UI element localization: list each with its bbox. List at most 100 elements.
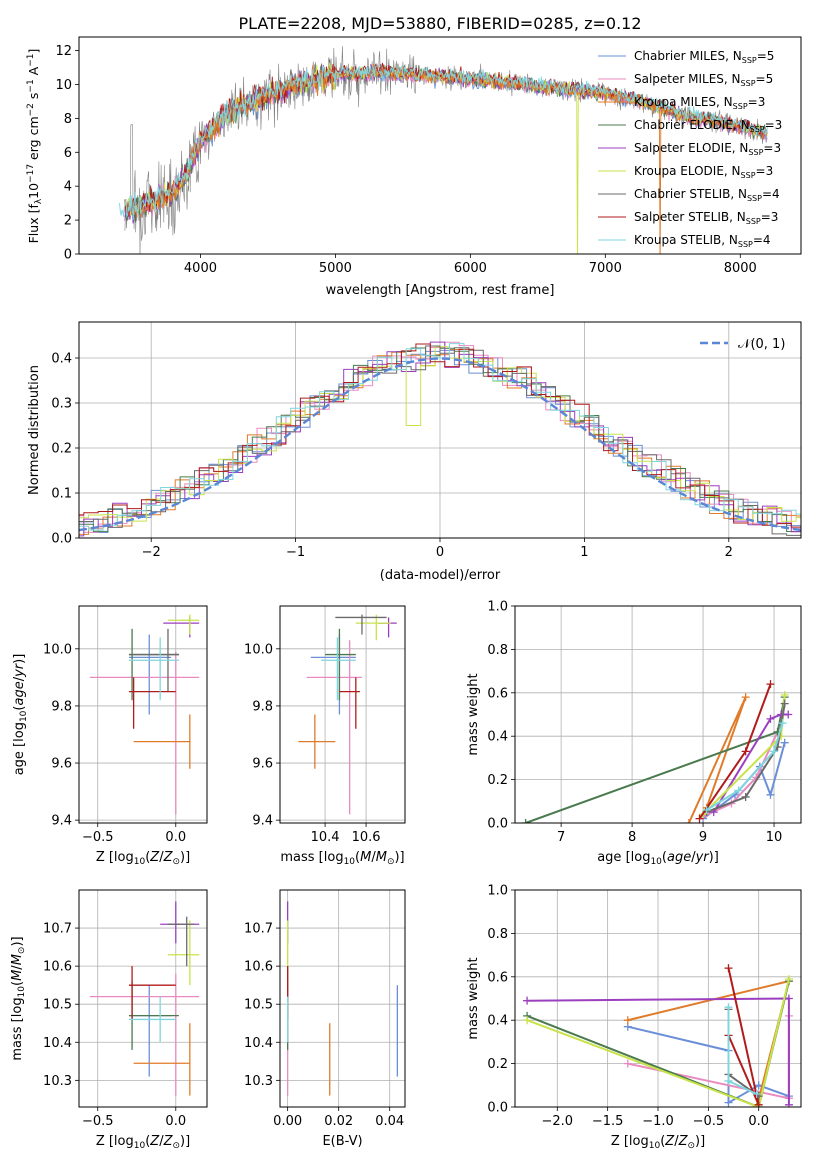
- x-axis-label: age [log10(age/yr)]: [597, 850, 719, 867]
- axes-frame: [78, 605, 208, 824]
- plot-area-mass_vs_ebv: [287, 901, 398, 1096]
- plus-marker: [695, 814, 704, 823]
- y-tick-label: 10.6: [43, 960, 72, 975]
- y-tick-label: 10.6: [244, 960, 273, 975]
- axes-frame: [78, 889, 208, 1108]
- y-tick-label: 4: [64, 180, 72, 195]
- errorbar-point: [133, 714, 191, 769]
- y-tick-label: 10: [55, 78, 72, 93]
- plot-area-mass_vs_Z: [89, 901, 200, 1096]
- plus-marker: [724, 1098, 733, 1107]
- y-tick-label: 10.7: [43, 922, 72, 937]
- x-axis-label: wavelength [Angstrom, rest frame]: [326, 283, 555, 298]
- y-tick-label: 0: [64, 248, 72, 263]
- x-tick-label: 4000: [184, 261, 217, 276]
- errorbar-point: [128, 634, 172, 715]
- legend-label: 𝒩(0, 1): [738, 337, 785, 352]
- plus-marker: [684, 819, 693, 823]
- histogram-step: [79, 343, 801, 531]
- plot-area-weight_vs_age: [521, 680, 793, 823]
- panel-age_vs_Z: −0.5 0.0 9.4 9.6 9.8 10.0 Z [log10(Z/Z⊙)] age […: [12, 605, 208, 867]
- errorbar-point: [325, 628, 356, 701]
- y-tick-label: 9.8: [252, 699, 273, 714]
- x-tick-label: 8000: [724, 261, 757, 276]
- x-tick-label: 0.00: [273, 1114, 302, 1129]
- y-tick-label: 0.2: [51, 442, 72, 457]
- normal-curve: [79, 357, 801, 532]
- plus-marker: [780, 738, 789, 747]
- y-tick-label: 0.6: [487, 686, 508, 701]
- y-tick-label: 0.6: [487, 970, 508, 985]
- x-tick-label: 7000: [589, 261, 622, 276]
- x-tick-label: 0.02: [324, 1114, 353, 1129]
- plus-marker: [702, 805, 711, 814]
- y-tick-label: 10.5: [244, 998, 273, 1013]
- plus-marker: [754, 1100, 763, 1107]
- x-tick-label: 2: [725, 545, 733, 560]
- errorbar-point: [167, 614, 200, 635]
- weight-line: [702, 731, 779, 818]
- x-tick-label: 5000: [319, 261, 352, 276]
- y-tick-label: 9.6: [252, 757, 273, 772]
- x-tick-label: 9: [699, 830, 707, 845]
- plus-marker: [724, 1003, 733, 1012]
- y-tick-label: 0.0: [487, 1101, 508, 1116]
- x-tick-label: −1: [286, 545, 305, 560]
- x-tick-label: 6000: [454, 261, 487, 276]
- errorbar-point: [89, 651, 200, 815]
- legend: 𝒩(0, 1): [700, 337, 785, 352]
- y-tick-label: 8: [64, 112, 72, 127]
- y-tick-label: 0.8: [487, 643, 508, 658]
- plus-marker: [780, 699, 789, 708]
- axes-frame: [78, 321, 802, 539]
- errorbar-point: [320, 637, 356, 701]
- plot-area-residuals: [79, 341, 801, 538]
- weight-line: [706, 722, 784, 811]
- plus-marker: [766, 790, 775, 799]
- y-tick-label: 10.3: [244, 1074, 273, 1089]
- errorbar-point: [128, 677, 176, 729]
- panel-mass_vs_ebv: 0.00 0.02 0.04 10.3 10.4 10.5 10.6 10.7 E(B-V): [244, 889, 406, 1149]
- y-tick-label: 10.5: [43, 998, 72, 1013]
- x-axis-label: E(B-V): [322, 1134, 362, 1149]
- axes-frame: [514, 605, 802, 824]
- axes-frame: [279, 605, 406, 824]
- x-axis-label: mass [log10(M/M⊙)]: [280, 850, 404, 867]
- legend-label: Chabrier MILES, NSSP=5: [634, 49, 774, 65]
- plus-marker: [784, 1100, 793, 1107]
- weight-line: [526, 978, 790, 1107]
- panel-weight_vs_Z: −2.0 −1.5 −1.0 −0.5 0.0 0.0 0.2 0.4 0.6 0.8 1.0 mas…: [466, 884, 802, 1151]
- plot-area-age_vs_Z: [89, 614, 200, 815]
- panel-mass_vs_Z: −0.5 0.0 10.3 10.4 10.5 10.6 10.7 Z [log10(Z/Z⊙…: [10, 889, 208, 1151]
- y-axis-label: age [log10(age/yr)]: [12, 654, 29, 776]
- axes-frame: [514, 889, 802, 1108]
- figure-title: PLATE=2208, MJD=53880, FIBERID=0285, z=0…: [238, 14, 641, 33]
- plus-marker: [521, 819, 530, 823]
- panel-weight_vs_age: 7 8 9 10 0.0 0.2 0.4 0.6 0.8 1.0 mass weight age [l…: [466, 600, 802, 867]
- errorbar-point: [128, 966, 176, 1020]
- x-tick-label: 10.6: [352, 830, 381, 845]
- y-tick-label: 0.2: [487, 773, 508, 788]
- plot-area-spectrum: [119, 46, 768, 254]
- x-axis-label: Z [log10(Z/Z⊙)]: [611, 1134, 705, 1151]
- x-tick-label: −1.0: [642, 1114, 674, 1129]
- errorbar-point: [167, 916, 195, 967]
- y-tick-label: 9.8: [51, 699, 72, 714]
- plot-area-age_vs_mass: [298, 614, 397, 815]
- x-tick-label: 0.0: [165, 830, 186, 845]
- legend-label: Chabrier STELIB, NSSP=4: [634, 187, 780, 203]
- panel-spectrum: 4000 5000 6000 7000 8000 0 2 4 6 8 10 12 Chabrier MI…: [26, 36, 802, 298]
- errorbar-point: [128, 996, 176, 1043]
- plus-marker: [724, 964, 733, 973]
- legend: Chabrier MILES, NSSP=5 Salpeter MILES, NS…: [598, 49, 782, 249]
- legend-label: Kroupa STELIB, NSSP=4: [634, 233, 771, 249]
- y-tick-label: 1.0: [487, 884, 508, 899]
- y-tick-label: 0.1: [51, 487, 72, 502]
- y-tick-label: 6: [64, 146, 72, 161]
- plus-marker: [780, 690, 789, 699]
- y-tick-label: 0.8: [487, 927, 508, 942]
- model-spectrum-line: [119, 64, 768, 220]
- errorbar-point: [167, 920, 200, 986]
- x-tick-label: 0.0: [748, 1114, 769, 1129]
- plus-marker: [770, 747, 779, 756]
